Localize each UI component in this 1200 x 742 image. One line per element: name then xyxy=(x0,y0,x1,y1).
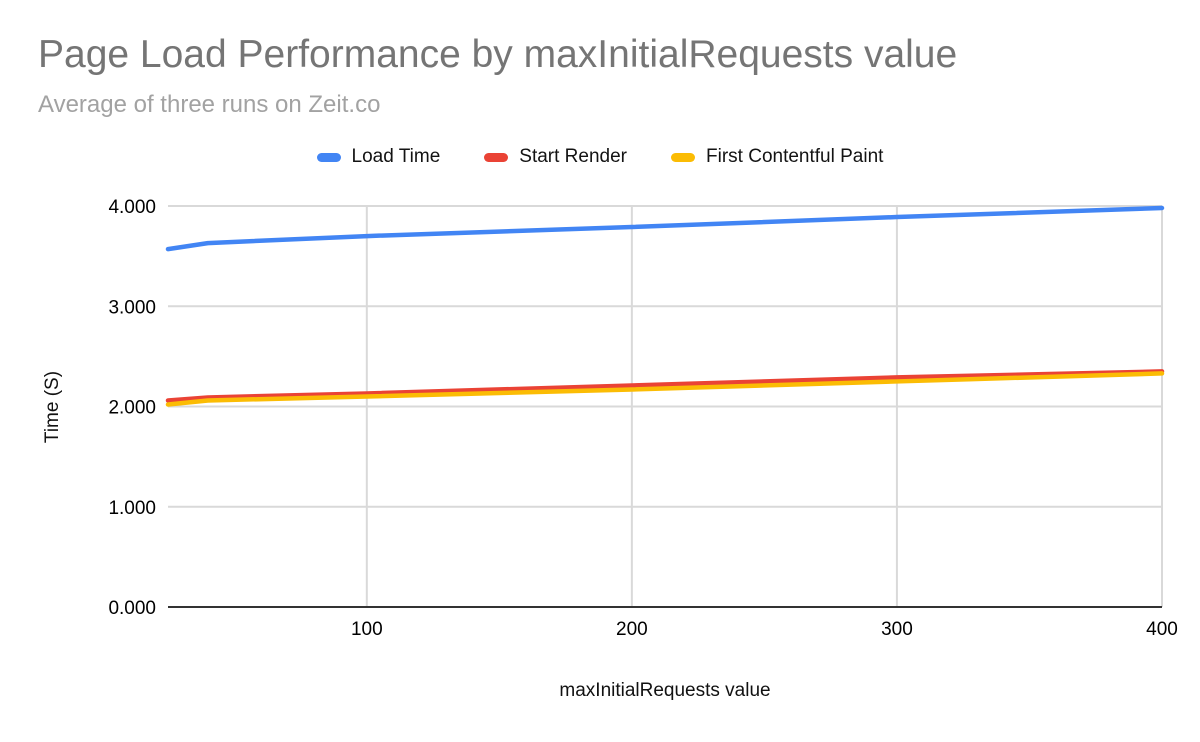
legend: Load Time Start Render First Contentful … xyxy=(0,144,1200,170)
x-tick-label: 300 xyxy=(881,619,913,640)
x-axis-title: maxInitialRequests value xyxy=(559,680,771,701)
chart-title: Page Load Performance by maxInitialReque… xyxy=(38,33,958,76)
legend-item-start-render: Start Render xyxy=(484,146,627,168)
series-line-start-render xyxy=(165,369,1165,403)
x-tick-label: 400 xyxy=(1146,619,1178,640)
series-line-first-contentful-paint xyxy=(165,371,1165,407)
series-line-load-time xyxy=(165,205,1165,252)
chart-subtitle: Average of three runs on Zeit.co xyxy=(38,91,381,118)
y-axis-title: Time (S) xyxy=(42,370,63,444)
legend-swatch-start-render-icon xyxy=(484,152,509,162)
legend-swatch-load-time-icon xyxy=(316,152,341,162)
legend-label-start-render: Start Render xyxy=(519,146,628,167)
legend-label-load-time: Load Time xyxy=(351,146,441,167)
y-tick-label: 0.000 xyxy=(108,598,156,619)
legend-swatch-first-contentful-paint-icon xyxy=(671,152,696,162)
legend-item-first-contentful-paint: First Contentful Paint xyxy=(671,146,883,168)
y-tick-label: 4.000 xyxy=(108,197,156,218)
x-tick-label: 200 xyxy=(616,619,648,640)
y-tick-label: 3.000 xyxy=(108,297,156,318)
legend-item-load-time: Load Time xyxy=(316,146,441,168)
x-tick-label: 100 xyxy=(351,619,383,640)
y-tick-label: 1.000 xyxy=(108,498,156,519)
y-tick-label: 2.000 xyxy=(108,398,156,419)
legend-label-first-contentful-paint: First Contentful Paint xyxy=(706,146,884,167)
